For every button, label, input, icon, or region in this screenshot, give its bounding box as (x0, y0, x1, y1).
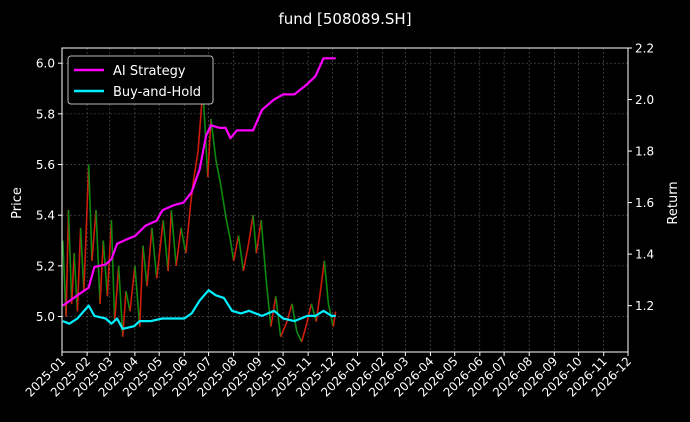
y-right-tick-label: 1.4 (635, 248, 654, 262)
price-segment (167, 210, 173, 271)
price-segment (279, 321, 288, 338)
price-segment (274, 296, 282, 337)
plot-frame (61, 47, 629, 353)
price-segment (102, 240, 109, 297)
price-segment (79, 227, 85, 292)
price-segment (99, 240, 105, 304)
price-segment (310, 303, 318, 322)
price-segment (151, 227, 158, 279)
price-segment (305, 303, 313, 325)
price-segment (76, 227, 82, 312)
price-segment (296, 331, 303, 343)
price-segment (70, 253, 75, 304)
price-segment (73, 253, 79, 312)
y-left-tick-label: 5.4 (36, 209, 55, 223)
y-left-tick-label: 5.2 (36, 259, 55, 273)
price-segment (332, 311, 337, 327)
price-segment (323, 260, 330, 304)
y-axis-right-label: Return (666, 181, 681, 224)
price-segment (193, 151, 199, 178)
chart-title: fund [508089.SH] (278, 10, 411, 28)
series-line-ai-strategy (62, 57, 336, 307)
price-segment (180, 227, 187, 254)
price-segment (138, 245, 144, 327)
series-line-buy-and-hold (62, 289, 336, 330)
price-segment (260, 220, 267, 279)
price-segment (265, 278, 272, 327)
price-segment (134, 265, 141, 327)
price-segment (247, 215, 254, 246)
price-segment (300, 323, 308, 343)
legend-label-buy-and-hold: Buy-and-Hold (113, 85, 201, 100)
price-segment (291, 303, 298, 332)
y-left-tick-label: 5.0 (36, 310, 55, 324)
price-segment (125, 291, 131, 312)
plot-area (61, 48, 629, 352)
price-segment (110, 220, 116, 322)
y-right-tick-label: 1.8 (635, 145, 654, 159)
price-segment (91, 210, 97, 261)
price-segment (155, 220, 165, 279)
legend-label-ai-strategy: AI Strategy (113, 64, 186, 79)
legend: AI Strategy Buy-and-Hold (67, 55, 214, 105)
price-segment (242, 245, 250, 272)
price-segment (106, 220, 113, 297)
price-segment (142, 245, 148, 287)
price-segment (95, 210, 101, 304)
price-segment (224, 215, 232, 241)
price-segment (175, 227, 182, 266)
price-segment (162, 220, 169, 272)
price-segment (83, 164, 90, 292)
price-segment (113, 265, 120, 322)
price-segment (170, 210, 177, 266)
y-right-tick-label: 1.2 (635, 299, 654, 313)
y-left-tick-label: 5.6 (36, 158, 55, 172)
legend-box (67, 55, 214, 105)
price-segment (185, 202, 192, 254)
price-segment (87, 164, 93, 261)
y-right-tick-label: 2.2 (635, 42, 654, 56)
price-segment (255, 220, 262, 254)
price-segment (229, 240, 235, 261)
price-segment (252, 215, 258, 254)
price-segment (146, 227, 153, 287)
price-segment (67, 210, 73, 304)
y-axis-left-label: Price (10, 187, 25, 219)
price-segment (65, 210, 70, 317)
price-segment (219, 184, 227, 216)
price-segment (320, 260, 326, 287)
price-segment (215, 159, 222, 185)
y-right-tick-label: 2.0 (635, 93, 654, 107)
y-left-tick-label: 5.8 (36, 107, 55, 121)
price-segment (232, 235, 240, 261)
y-left-tick-label: 6.0 (36, 57, 55, 71)
price-segment (117, 265, 124, 337)
price-segment (237, 235, 245, 272)
price-segment (129, 265, 136, 312)
y-right-tick-label: 1.6 (635, 196, 654, 210)
